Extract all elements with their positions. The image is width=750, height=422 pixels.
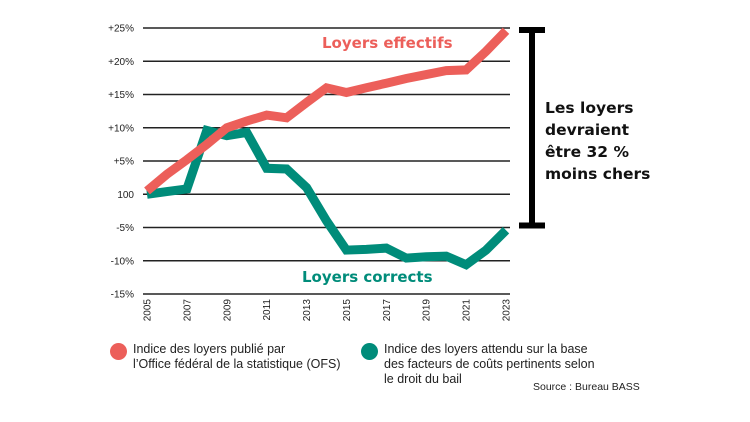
- legend-item-ofs: Indice des loyers publié par l’Office fé…: [110, 342, 341, 372]
- x-tick-label: 2009: [222, 299, 233, 322]
- y-tick-label: +10%: [108, 123, 134, 134]
- source-note: Source : Bureau BASS: [533, 381, 640, 393]
- x-tick-label: 2023: [502, 299, 513, 322]
- legend-item-expected: Indice des loyers attendu sur la base de…: [361, 342, 595, 387]
- legend-dot-red-icon: [110, 343, 127, 360]
- y-tick-label: -10%: [111, 256, 134, 267]
- series-lines: [144, 27, 510, 270]
- x-tick-label: 2005: [143, 299, 154, 322]
- legend-line: le droit du bail: [384, 372, 462, 386]
- x-tick-label: 2021: [462, 299, 473, 322]
- x-tick-label: 2011: [262, 299, 273, 321]
- x-tick-label: 2019: [422, 299, 433, 322]
- y-tick-label: +5%: [114, 157, 134, 168]
- y-tick-label: 100: [117, 190, 134, 201]
- label-bg-effectifs: [318, 31, 464, 53]
- series-label-effectifs: Loyers effectifs: [322, 34, 453, 52]
- legend-line: des facteurs de coûts pertinents selon: [384, 357, 595, 371]
- series-line-effectifs: [144, 27, 510, 195]
- annotation-line: être 32 %: [545, 143, 629, 161]
- legend-label: Indice des loyers publié par l’Office fé…: [133, 342, 341, 372]
- x-axis-ticks: 2005 2007 2009 2011 2013 2015 2017 2019 2021 2023: [143, 299, 513, 322]
- legend-line: Indice des loyers attendu sur la base: [384, 342, 588, 356]
- x-tick-label: 2013: [302, 299, 313, 322]
- legend-dot-green-icon: [361, 343, 378, 360]
- x-tick-label: 2007: [182, 299, 193, 322]
- y-tick-label: +15%: [108, 90, 134, 101]
- annotation-text: Les loyers devraient être 32 % moins che…: [545, 97, 675, 185]
- y-axis-ticks: +25% +20% +15% +10% +5% 100 -5% -10% -15%: [108, 24, 134, 301]
- annotation-line: Les loyers: [545, 99, 634, 117]
- legend-label: Indice des loyers attendu sur la base de…: [384, 342, 595, 387]
- annotation-line: devraient: [545, 121, 630, 139]
- label-bg-corrects: [298, 265, 444, 287]
- range-bracket: [519, 27, 545, 229]
- y-tick-label: +25%: [108, 24, 134, 35]
- legend-line: Indice des loyers publié par: [133, 342, 286, 356]
- series-label-corrects: Loyers corrects: [302, 268, 433, 286]
- y-tick-label: -15%: [111, 290, 134, 301]
- annotation-line: moins chers: [545, 165, 651, 183]
- series-labels: Loyers effectifs Loyers corrects: [298, 31, 464, 287]
- legend-line: l’Office fédéral de la statistique (OFS): [133, 357, 341, 371]
- series-line-corrects: [146, 124, 510, 270]
- x-tick-label: 2015: [342, 299, 353, 322]
- y-tick-label: +20%: [108, 57, 134, 68]
- x-tick-label: 2017: [382, 299, 393, 322]
- y-tick-label: -5%: [116, 223, 134, 234]
